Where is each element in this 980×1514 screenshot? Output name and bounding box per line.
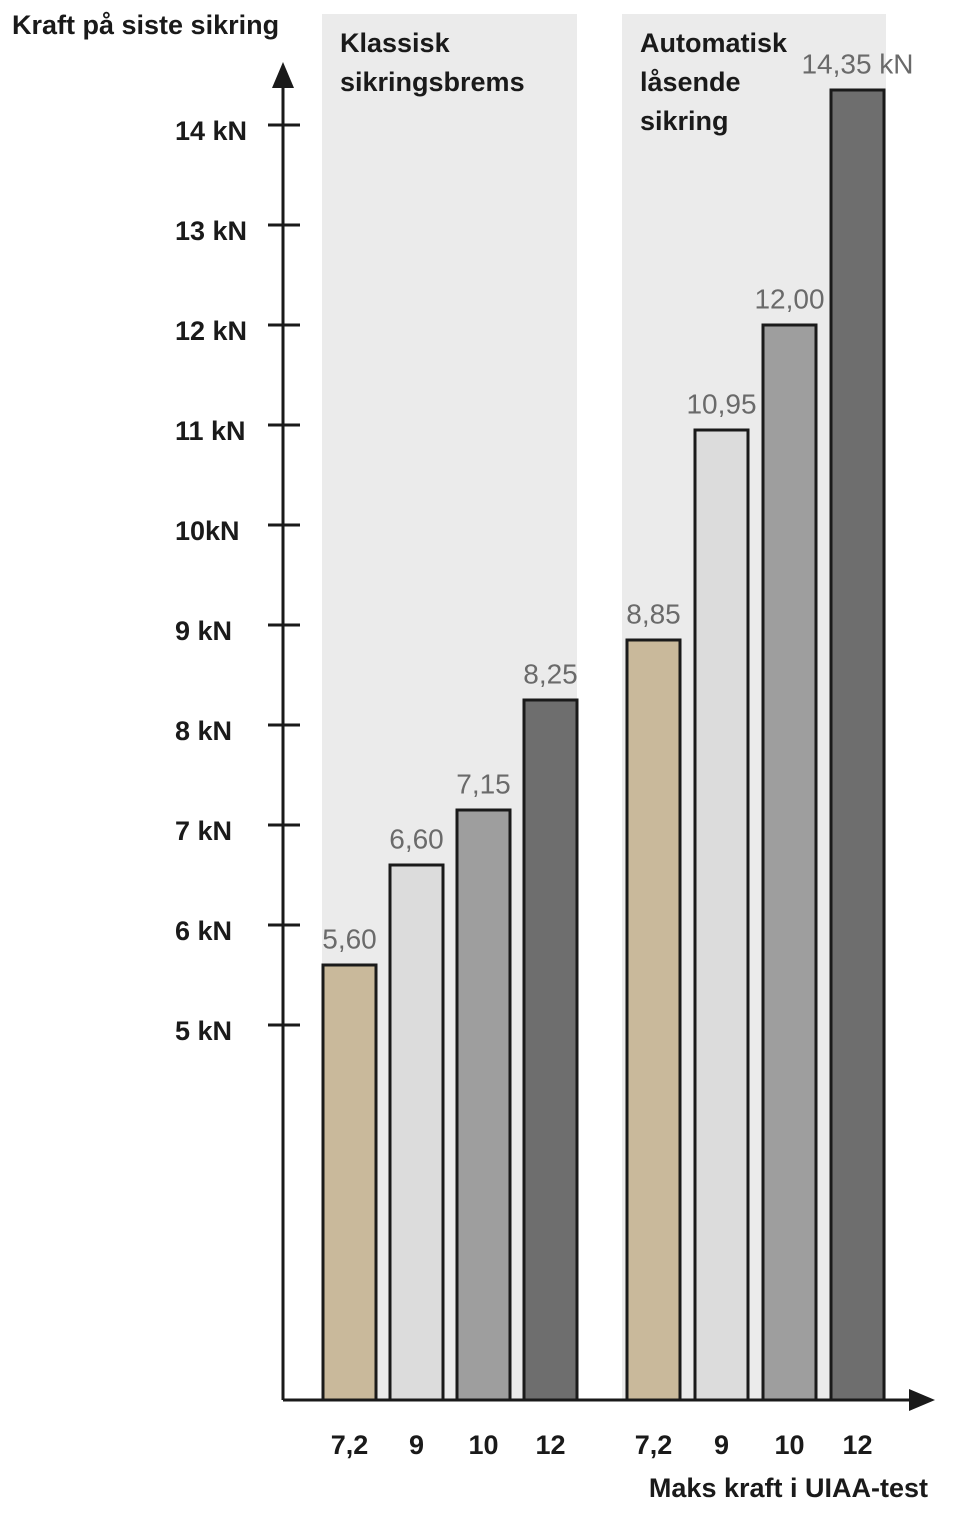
y-tick-label: 14 kN [175,116,247,146]
value-label: 6,60 [389,823,444,854]
y-tick-label: 12 kN [175,316,247,346]
y-tick-label: 13 kN [175,216,247,246]
bar [388,863,445,1402]
y-axis-title: Kraft på siste sikring [12,10,279,40]
y-tick-label: 5 kN [175,1016,232,1046]
value-label: 12,00 [754,283,824,314]
x-axis-arrow [909,1389,935,1411]
value-label: 10,95 [686,388,756,419]
y-axis-arrow [272,62,294,88]
value-label: 14,35 kN [801,48,913,79]
x-tick-label: 7,2 [331,1430,369,1460]
x-tick-label: 10 [774,1430,804,1460]
y-tick-label: 11 kN [175,416,246,446]
value-label: 8,25 [523,658,578,689]
bar [625,638,682,1402]
x-tick-label: 10 [468,1430,498,1460]
y-tick-label: 7 kN [175,816,232,846]
group-label: Automatisk [640,28,788,58]
x-tick-label: 7,2 [635,1430,673,1460]
bar [522,698,579,1402]
bar [829,88,886,1402]
bar [321,963,378,1402]
group-label: sikring [640,106,729,136]
y-tick-label: 10kN [175,516,240,546]
x-tick-label: 12 [842,1430,872,1460]
group-label: låsende [640,67,741,97]
y-tick-label: 6 kN [175,916,232,946]
bar [455,808,512,1402]
x-tick-label: 9 [714,1430,729,1460]
group-label: Klassisk [340,28,451,58]
bar [761,323,818,1402]
y-tick-label: 8 kN [175,716,232,746]
group-label: sikringsbrems [340,67,525,97]
value-label: 8,85 [626,598,681,629]
x-tick-label: 9 [409,1430,424,1460]
plot: 5 kN 6 kN 7 kN 8 kN 9 kN 10kN 11 kN 12 kN 13 kN 1… [175,28,914,1460]
value-label: 7,15 [456,768,511,799]
x-axis-title: Maks kraft i UIAA-test [649,1473,928,1503]
bar [693,428,750,1402]
x-tick-label: 12 [535,1430,565,1460]
value-label: 5,60 [322,923,377,954]
y-tick-label: 9 kN [175,616,232,646]
